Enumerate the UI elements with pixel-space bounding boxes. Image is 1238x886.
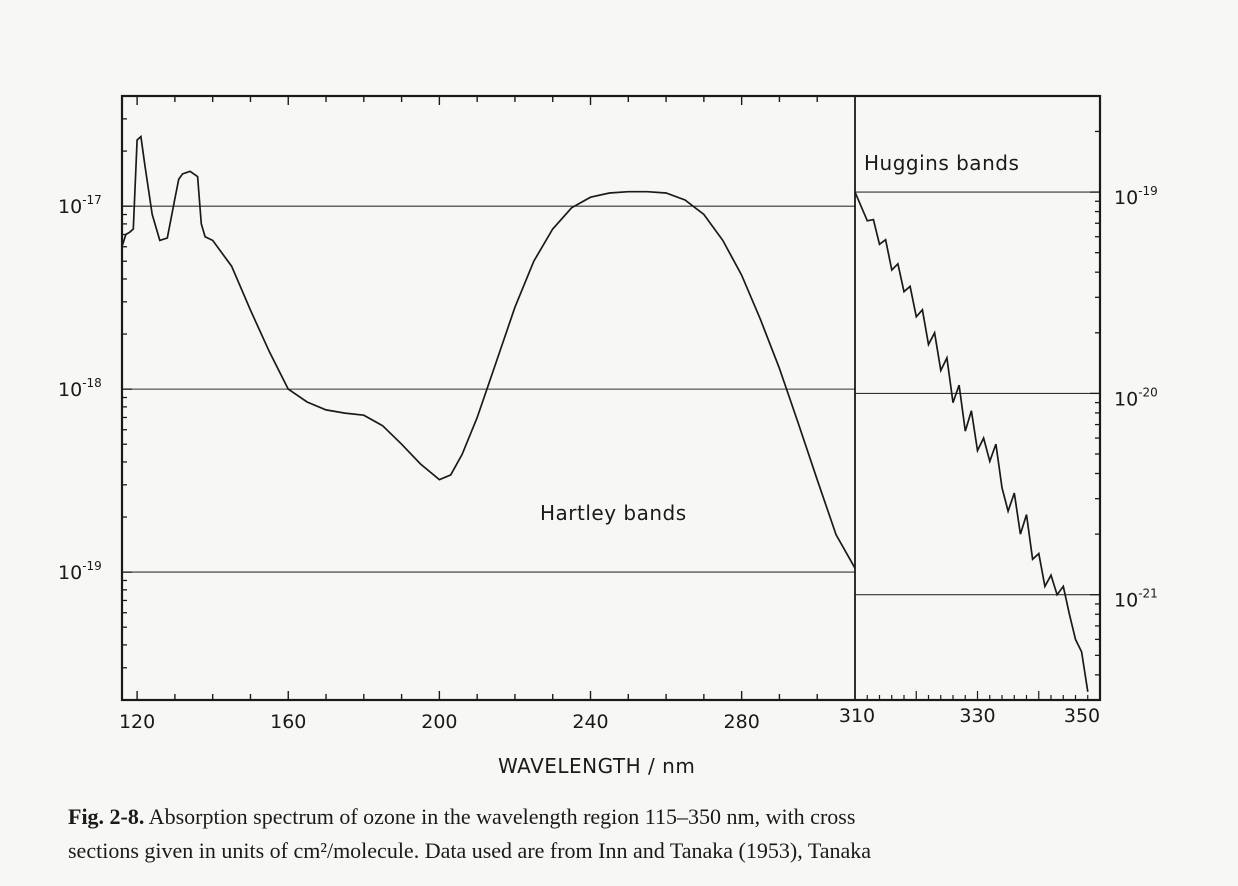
y-tick-label-left-1-mantissa: 10 <box>58 379 82 401</box>
y-tick-label-left-2-exponent: -19 <box>82 559 102 573</box>
plot-frame <box>120 94 1102 702</box>
caption-line-2: sections given in units of cm²/molecule.… <box>68 838 872 863</box>
caption-fig-label: Fig. 2-8. <box>68 804 145 829</box>
caption-line-1: Fig. 2-8. Absorption spectrum of ozone i… <box>68 800 1178 834</box>
figure-caption: Fig. 2-8. Absorption spectrum of ozone i… <box>68 800 1178 868</box>
y-tick-label-right-2: 10-21 <box>1114 587 1158 612</box>
y-tick-label-right-1: 10-20 <box>1114 385 1158 410</box>
y-tick-label-left-0-mantissa: 10 <box>58 196 82 218</box>
x-tick-label-310: 310 <box>839 705 875 727</box>
y-tick-label-right-1-exponent: -20 <box>1138 385 1158 399</box>
gridlines <box>122 191 1100 596</box>
y-tick-label-right-2-mantissa: 10 <box>1114 590 1138 612</box>
x-tick-label-280: 280 <box>724 711 760 733</box>
x-tick-label-350: 350 <box>1064 705 1100 727</box>
y-tick-label-right-2-exponent: -21 <box>1138 587 1158 601</box>
series-line-huggins <box>854 191 1089 692</box>
tick-marks <box>122 95 1100 701</box>
y-tick-label-right-0-exponent: -19 <box>1138 184 1158 198</box>
x-tick-label-120: 120 <box>119 711 155 733</box>
y-tick-label-left-0-exponent: -17 <box>82 193 102 207</box>
x-tick-label-240: 240 <box>572 711 608 733</box>
x-tick-label-160: 160 <box>270 711 306 733</box>
caption-line-1-text: Absorption spectrum of ozone in the wave… <box>144 804 856 829</box>
x-axis-label: WAVELENGTH / nm <box>498 754 695 778</box>
annotation-hartley: Hartley bands <box>540 501 687 525</box>
x-tick-label-330: 330 <box>959 705 995 727</box>
x-tick-label-200: 200 <box>421 711 457 733</box>
y-tick-label-right-0-mantissa: 10 <box>1114 187 1138 209</box>
y-tick-label-left-2-mantissa: 10 <box>58 562 82 584</box>
x-tick-labels: 120 160 200 240 280 310 330 350 <box>119 705 1100 733</box>
series-line-hartley <box>121 134 856 569</box>
y-tick-label-right-1-mantissa: 10 <box>1114 388 1138 410</box>
y-tick-label-right-0: 10-19 <box>1114 184 1158 209</box>
y-tick-label-left-0: 10-17 <box>58 193 102 218</box>
ozone-absorption-chart: 120 160 200 240 280 310 330 350 10-1710-1810-19… <box>58 94 1158 778</box>
y-tick-label-left-1: 10-18 <box>58 376 102 401</box>
annotation-huggins: Huggins bands <box>864 151 1019 175</box>
y-tick-label-left-2: 10-19 <box>58 559 102 584</box>
y-tick-label-left-1-exponent: -18 <box>82 376 102 390</box>
